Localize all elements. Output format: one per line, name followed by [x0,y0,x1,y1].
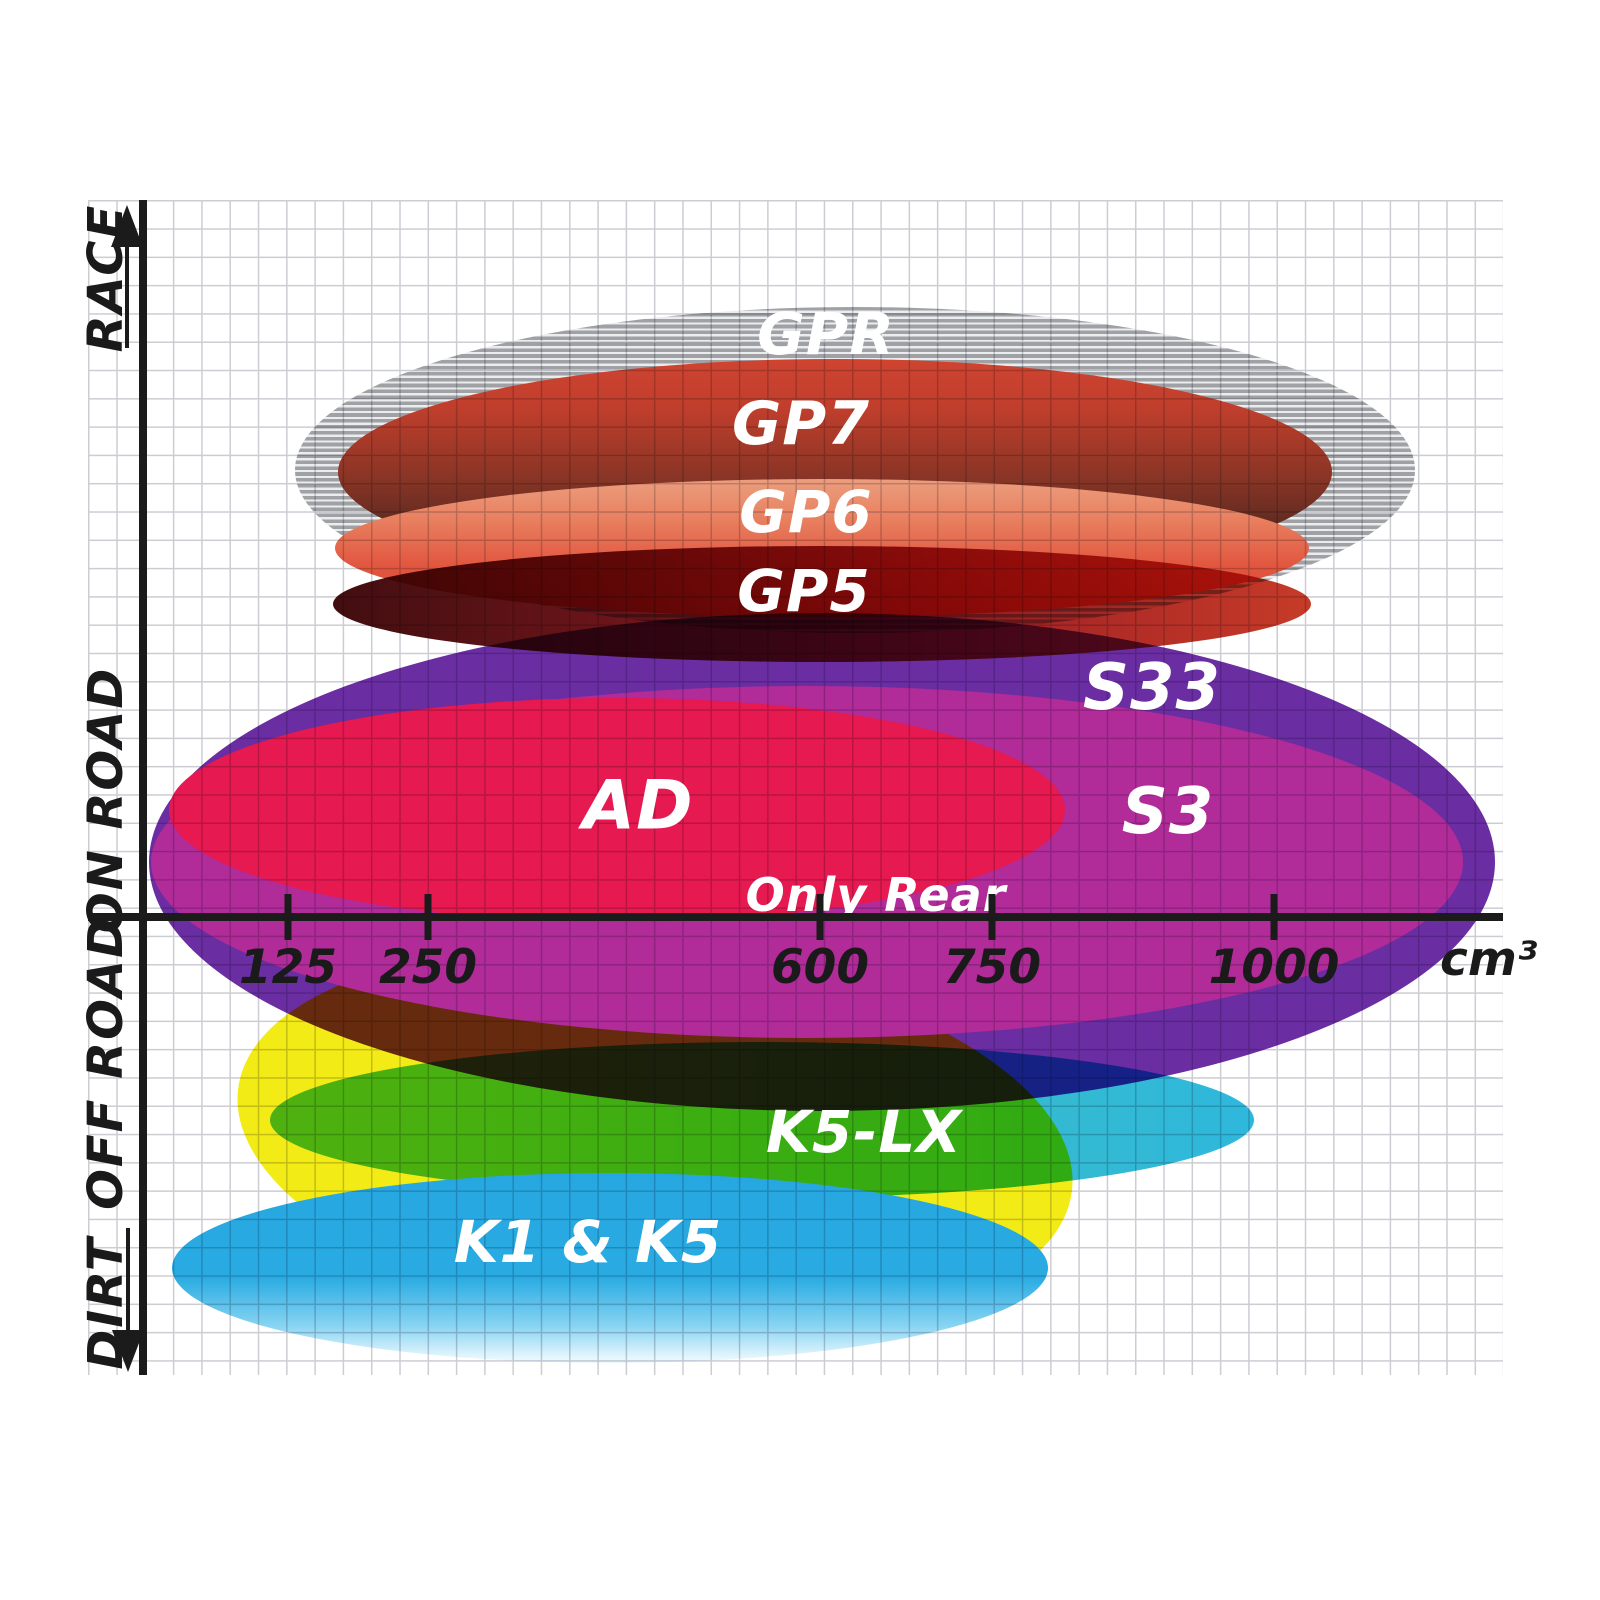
x-tick-label-125: 125 [238,940,338,995]
race-up-arrowhead-icon [111,205,143,247]
dirt-down-arrow [126,1228,130,1331]
x-tick-250 [424,894,432,940]
x-tick-750 [988,894,996,940]
x-axis-unit-label: cm³ [1440,932,1538,987]
x-tick-label-250: 250 [378,940,478,995]
race-up-arrow [125,245,129,348]
x-axis-line [88,913,1503,921]
y-band-label-on-road: ON ROAD [78,666,134,934]
x-tick-125 [284,894,292,940]
x-tick-label-750: 750 [942,940,1042,995]
x-tick-label-1000: 1000 [1208,940,1340,995]
y-band-label-off-road: OFF ROAD [78,916,134,1210]
y-axis-line [139,200,147,1375]
x-tick-label-600: 600 [770,940,870,995]
dirt-down-arrowhead-icon [112,1330,144,1372]
x-tick-600 [816,894,824,940]
x-tick-1000 [1270,894,1278,940]
